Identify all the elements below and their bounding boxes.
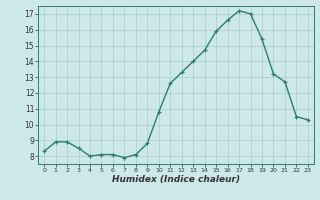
X-axis label: Humidex (Indice chaleur): Humidex (Indice chaleur)	[112, 175, 240, 184]
